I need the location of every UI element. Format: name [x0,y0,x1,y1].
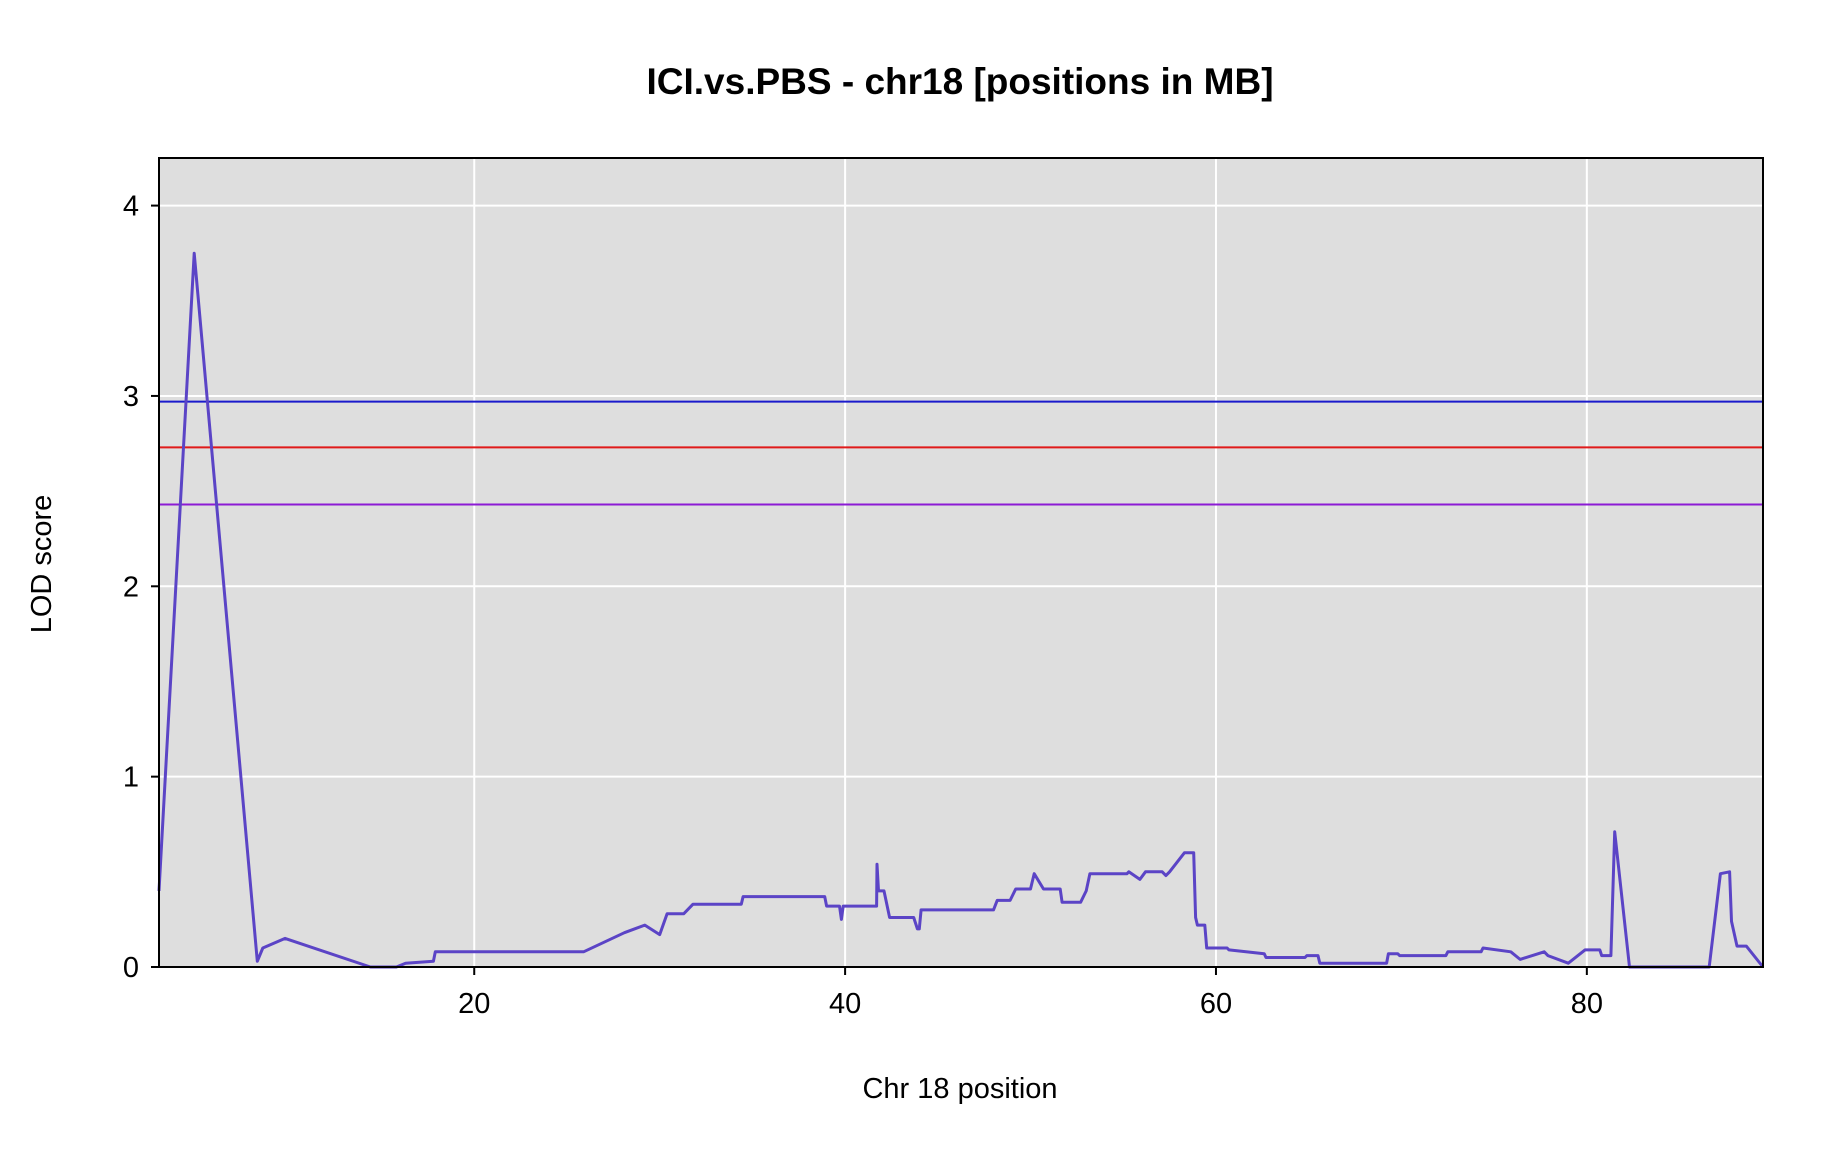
lod-series-line [157,251,1765,969]
x-tick-label: 20 [458,988,490,1020]
plot-frame [158,157,1764,968]
plot-background [159,158,1763,967]
chart-title: ICI.vs.PBS - chr18 [positions in MB] [646,61,1273,102]
x-axis-ticks: 20 40 60 80 [458,967,1603,1020]
x-tick-label: 40 [829,988,861,1020]
y-tick-label: 4 [123,191,139,223]
y-tick-label: 1 [123,762,139,794]
x-tick-label: 60 [1200,988,1232,1020]
y-axis-ticks: 0 1 2 3 4 [123,191,159,984]
y-axis-label: LOD score [26,495,58,634]
threshold-lines [159,400,1763,506]
x-tick-label: 80 [1571,988,1603,1020]
y-tick-label: 2 [123,571,139,603]
y-tick-label: 3 [123,381,139,413]
y-tick-label: 0 [123,952,139,984]
series-layer [157,251,1765,969]
x-axis-label: Chr 18 position [862,1073,1057,1105]
